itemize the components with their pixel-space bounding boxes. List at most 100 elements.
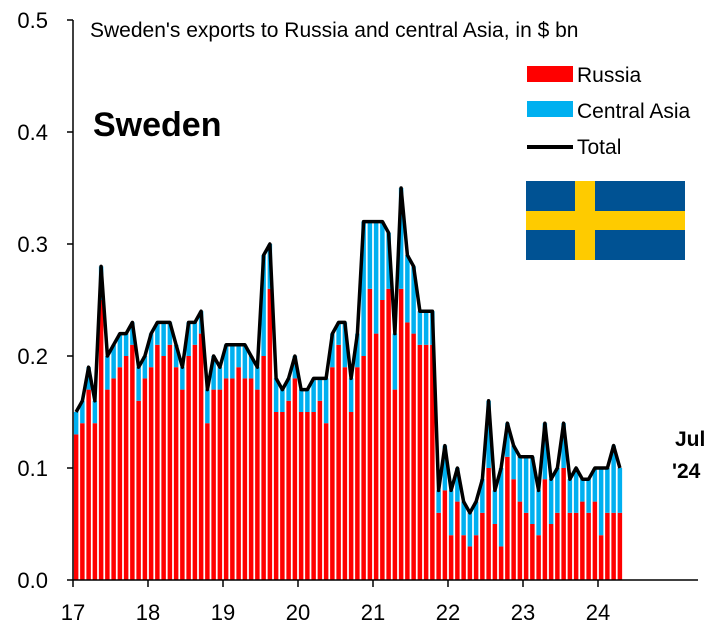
bar-central-asia <box>148 333 154 368</box>
y-tick-label: 0.4 <box>17 120 48 145</box>
bar-central-asia <box>186 322 191 356</box>
bar-central-asia <box>573 468 579 513</box>
bar-central-asia <box>192 322 198 345</box>
x-tick-label: 19 <box>211 600 235 625</box>
bar-russia <box>267 288 273 580</box>
bar-russia <box>98 300 104 580</box>
bar-central-asia <box>111 344 116 379</box>
bar-russia <box>173 367 179 580</box>
bar-russia <box>348 412 354 580</box>
bar-russia <box>448 535 454 580</box>
bar-russia <box>548 524 554 580</box>
x-tick-label: 21 <box>361 600 385 625</box>
bar-russia <box>517 501 523 580</box>
bar-central-asia <box>348 378 354 412</box>
bar-central-asia <box>317 378 323 401</box>
bar-central-asia <box>523 456 529 513</box>
bar-central-asia <box>392 333 398 390</box>
bar-central-asia <box>167 322 173 345</box>
bar-central-asia <box>417 311 423 345</box>
bar-russia <box>305 412 310 580</box>
bar-russia <box>580 501 585 580</box>
x-tick-label: 20 <box>286 600 310 625</box>
bar-central-asia <box>292 356 298 379</box>
chart-title: Sweden's exports to Russia and central A… <box>90 19 578 42</box>
bar-russia <box>592 501 598 580</box>
bar-russia <box>536 535 541 580</box>
bar-central-asia <box>173 344 179 368</box>
bar-russia <box>130 344 135 580</box>
legend-label-total: Total <box>577 136 621 159</box>
bar-central-asia <box>323 378 329 424</box>
bar-russia <box>411 333 416 580</box>
bar-russia <box>511 479 516 580</box>
bar-central-asia <box>336 322 341 345</box>
bar-russia <box>336 344 341 580</box>
bar-central-asia <box>542 423 548 480</box>
bar-russia <box>167 344 173 580</box>
total-line-layer <box>74 186 622 515</box>
bar-russia <box>430 344 435 580</box>
total-line <box>74 186 622 515</box>
bar-russia <box>86 389 91 580</box>
bar-central-asia <box>486 400 491 468</box>
bar-russia <box>386 288 391 580</box>
bars-layer <box>73 188 623 580</box>
bar-central-asia <box>455 468 460 502</box>
bar-russia <box>473 535 479 580</box>
bar-central-asia <box>423 311 429 345</box>
bar-central-asia <box>405 255 410 323</box>
bar-russia <box>442 490 448 580</box>
bar-central-asia <box>461 501 466 536</box>
bar-central-asia <box>105 356 110 390</box>
bar-central-asia <box>467 512 473 547</box>
bar-russia <box>436 512 441 580</box>
bar-central-asia <box>586 479 591 513</box>
bar-central-asia <box>117 333 123 368</box>
bar-central-asia <box>223 344 229 379</box>
bar-russia <box>92 423 98 580</box>
bar-central-asia <box>211 356 216 390</box>
bar-russia <box>373 333 379 580</box>
bar-central-asia <box>123 333 129 356</box>
bar-russia <box>398 288 404 580</box>
bar-russia <box>405 322 410 580</box>
bar-central-asia <box>217 367 223 390</box>
bar-russia <box>392 389 398 580</box>
bar-russia <box>417 344 423 580</box>
bar-central-asia <box>161 322 166 356</box>
bar-central-asia <box>592 468 598 502</box>
bar-central-asia <box>611 445 616 513</box>
bar-central-asia <box>436 490 441 513</box>
bar-russia <box>105 389 110 580</box>
country-label: Sweden <box>93 106 221 144</box>
bar-central-asia <box>286 378 291 401</box>
bar-russia <box>342 367 348 580</box>
x-tick-label: 22 <box>436 600 460 625</box>
bar-russia <box>111 378 116 580</box>
bar-central-asia <box>273 378 279 412</box>
bar-russia <box>217 389 223 580</box>
bar-russia <box>330 367 335 580</box>
bar-central-asia <box>536 490 541 536</box>
legend-label-central-asia: Central Asia <box>577 100 691 123</box>
bar-russia <box>155 344 160 580</box>
bar-russia <box>530 524 535 580</box>
end-label-month: Jul <box>675 428 705 451</box>
bar-central-asia <box>517 456 523 502</box>
bar-russia <box>461 535 466 580</box>
bar-central-asia <box>605 468 610 513</box>
bar-russia <box>205 423 210 580</box>
bar-russia <box>73 434 79 580</box>
bar-russia <box>367 288 373 580</box>
bar-russia <box>467 546 473 580</box>
bar-central-asia <box>155 322 160 345</box>
bar-russia <box>423 344 429 580</box>
bar-central-asia <box>142 356 148 379</box>
bar-central-asia <box>555 468 560 513</box>
bar-russia <box>136 400 141 580</box>
bar-central-asia <box>73 412 79 435</box>
bar-russia <box>230 378 235 580</box>
bar-russia <box>198 333 204 580</box>
bar-russia <box>223 378 229 580</box>
